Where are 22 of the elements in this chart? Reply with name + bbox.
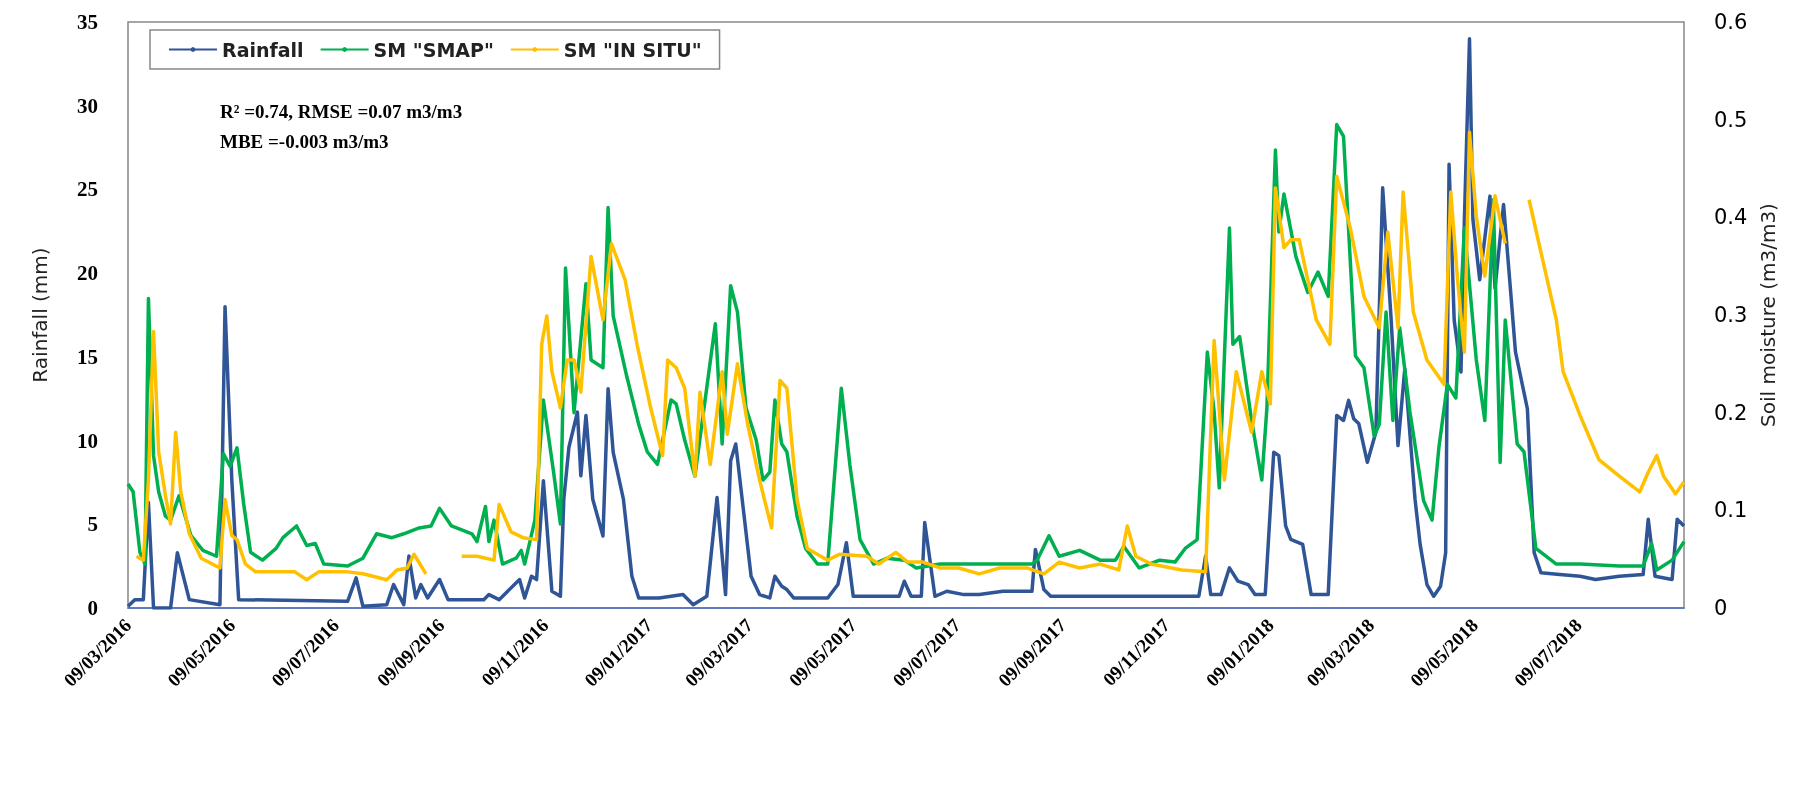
- legend-label: Rainfall: [222, 38, 304, 61]
- y-tick-label: 15: [77, 344, 98, 369]
- legend-label: SM "SMAP": [373, 38, 494, 61]
- y-tick-label: 35: [77, 10, 98, 34]
- y-tick-label: 30: [77, 93, 98, 118]
- y-tick-label: 10: [77, 428, 98, 453]
- y-tick-label: 20: [77, 261, 98, 286]
- y-tick-label: 0: [87, 596, 98, 620]
- y-axis-title: Rainfall (mm): [28, 247, 52, 383]
- y2-tick-label: 0: [1714, 596, 1728, 620]
- y2-tick-label: 0.2: [1714, 400, 1748, 425]
- y2-tick-label: 0.5: [1714, 107, 1748, 132]
- y-tick-label: 25: [77, 177, 98, 202]
- y2-axis-title: Soil moisture (m3/m3): [1756, 203, 1781, 427]
- y2-tick-label: 0.4: [1714, 205, 1748, 230]
- y2-tick-label: 0.6: [1714, 10, 1748, 34]
- y2-tick-label: 0.3: [1714, 303, 1748, 327]
- annotation: MBE =-0.003 m3/m3: [220, 131, 389, 152]
- legend-label: SM "IN SITU": [563, 38, 702, 61]
- annotation: R² =0.74, RMSE =0.07 m3/m3: [220, 101, 463, 122]
- y-tick-label: 5: [87, 512, 98, 537]
- y2-tick-label: 0.1: [1714, 498, 1748, 523]
